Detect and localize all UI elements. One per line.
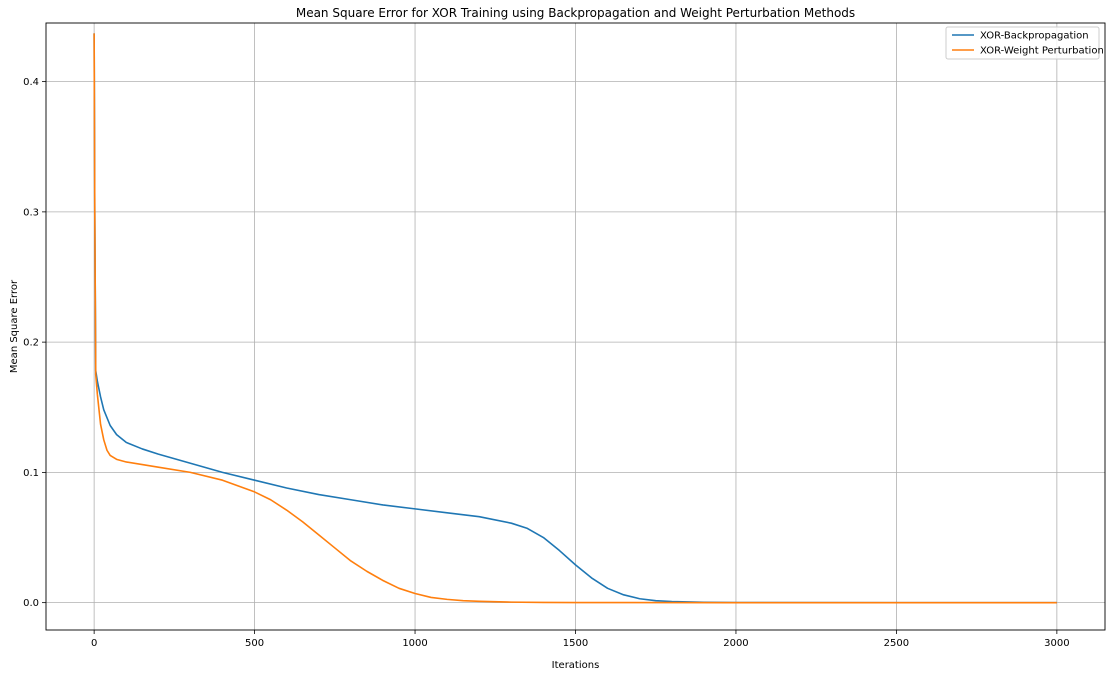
chart-title: Mean Square Error for XOR Training using… bbox=[296, 6, 855, 20]
x-tick-label: 1500 bbox=[563, 638, 588, 649]
x-tick-label: 500 bbox=[245, 638, 264, 649]
x-tick-label: 0 bbox=[91, 638, 97, 649]
legend-label-weight-perturbation: XOR-Weight Perturbation bbox=[980, 46, 1104, 57]
x-tick-label: 2500 bbox=[884, 638, 909, 649]
series-line-xor-backpropagation bbox=[93, 33, 1057, 604]
y-tick-label: 0.1 bbox=[23, 468, 39, 479]
y-tick-label: 0.4 bbox=[23, 77, 39, 88]
legend: XOR-Backpropagation XOR-Weight Perturbat… bbox=[945, 26, 1104, 60]
series-lines bbox=[93, 33, 1057, 604]
x-tick-label: 1000 bbox=[402, 638, 427, 649]
y-tick-label: 0.2 bbox=[23, 338, 39, 349]
x-tick-label: 3000 bbox=[1044, 638, 1069, 649]
series-line-xor-weight-perturbation bbox=[93, 33, 1057, 604]
y-tick-label: 0.0 bbox=[23, 598, 39, 609]
legend-box bbox=[945, 26, 1100, 60]
y-axis-label: Mean Square Error bbox=[9, 279, 20, 373]
x-axis-label: Iterations bbox=[552, 660, 600, 671]
y-tick-label: 0.3 bbox=[23, 207, 39, 218]
legend-label-backpropagation: XOR-Backpropagation bbox=[980, 31, 1089, 42]
x-tick-label: 2000 bbox=[723, 638, 748, 649]
axis-ticks: 0 500 1000 1500 2000 2500 3000 0.0 0.1 0.2 0.3 0.4 bbox=[23, 77, 1069, 649]
